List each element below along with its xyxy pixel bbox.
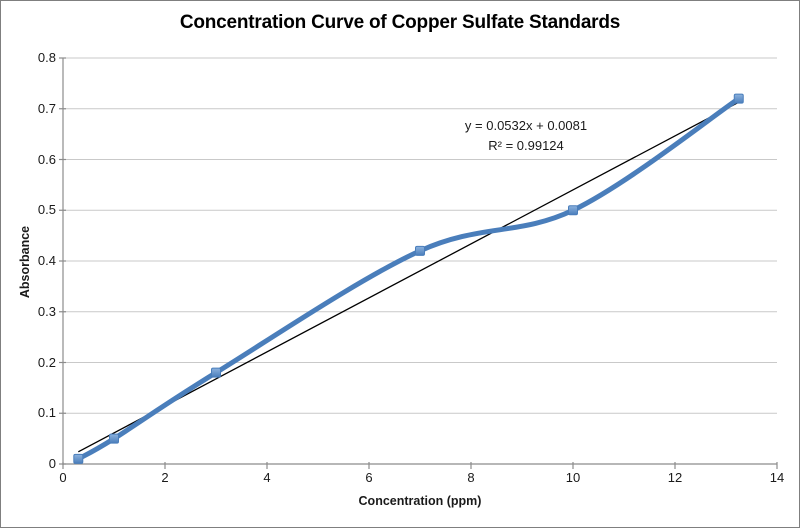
- gridlines: [63, 57, 777, 414]
- data-point-markers: [73, 93, 744, 464]
- trendline-equation-line: y = 0.0532x + 0.0081: [464, 118, 588, 133]
- y-tick-label: 0: [48, 456, 56, 471]
- x-tick-label: 10: [565, 470, 581, 485]
- x-tick-label: 2: [161, 470, 169, 485]
- y-tick-label: 0.4: [37, 253, 56, 268]
- x-tick-label: 4: [263, 470, 271, 485]
- y-tick-label: 0.6: [37, 151, 56, 167]
- x-axis-title: Concentration (ppm): [358, 494, 482, 508]
- y-tick-label: 0.3: [37, 303, 56, 319]
- trendline: [77, 101, 740, 453]
- trendline-r-squared: R² = 0.99124: [488, 138, 564, 153]
- x-tick-label: 14: [769, 470, 785, 485]
- trendline-equation: y = 0.0532x + 0.0081 R² = 0.99124: [441, 116, 611, 156]
- y-tick-label: 0.5: [37, 202, 56, 218]
- y-tick-label: 0.7: [37, 100, 56, 116]
- x-tick-label: 6: [365, 470, 373, 485]
- x-tick-label: 8: [467, 470, 475, 485]
- y-tick-label: 0.8: [37, 50, 56, 65]
- chart-title: Concentration Curve of Copper Sulfate St…: [179, 12, 621, 33]
- x-tick-label: 12: [667, 470, 683, 485]
- y-tick-label: 0.2: [37, 354, 56, 370]
- y-tick-label: 0.1: [37, 405, 56, 421]
- axes: [59, 57, 778, 469]
- x-tick-label: 0: [59, 470, 67, 485]
- data-series-line: [75, 96, 742, 462]
